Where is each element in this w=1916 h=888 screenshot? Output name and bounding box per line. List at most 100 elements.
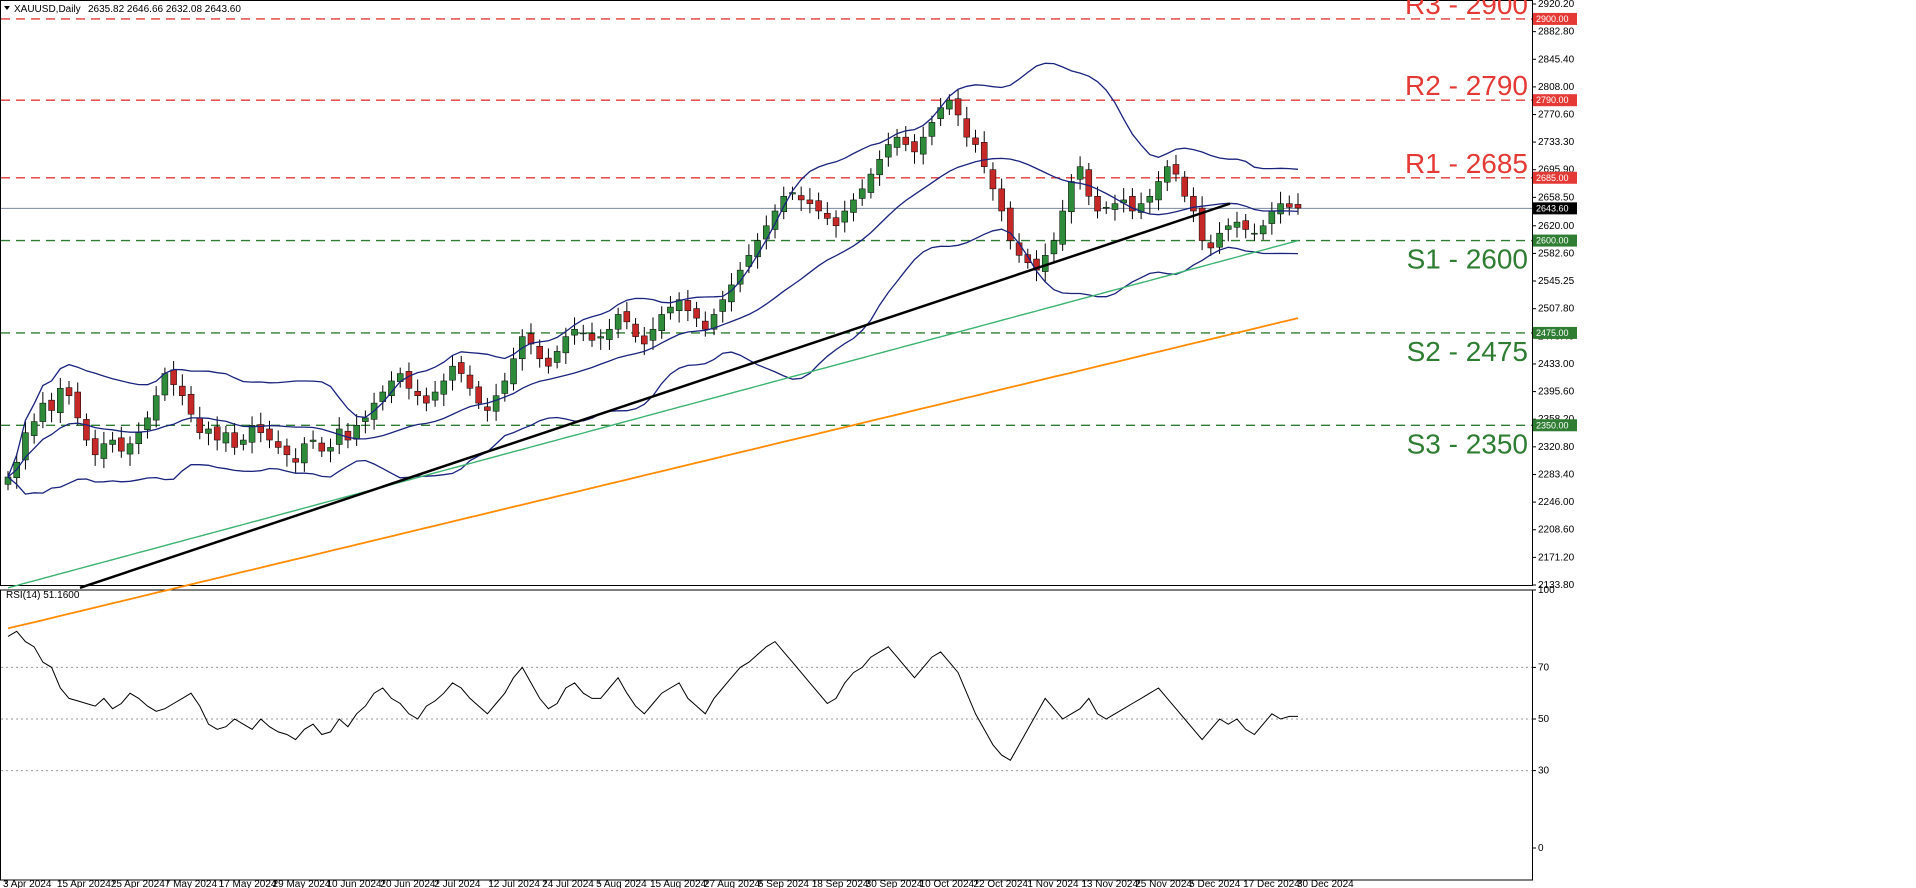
candle-down [475,386,482,404]
x-tick-label: 7 May 2024 [165,879,218,888]
level-price-tag [1533,419,1577,432]
level-price-tag [1533,94,1577,107]
candle-down [1007,207,1014,241]
candle-up [492,395,500,412]
x-tick-label: 1 Nov 2024 [1027,879,1079,888]
candle-up [1233,221,1241,228]
candle-up [1155,181,1162,201]
candle-down [963,118,971,138]
candle-up [30,421,38,436]
candle-up [1050,240,1058,255]
candle-down [1181,176,1188,197]
candle-up [780,195,787,213]
y-tick-label: 2695.90 [1538,165,1575,176]
candle-down [318,442,326,452]
symbol-label: XAUUSD,Daily [14,4,81,15]
candle-down [118,437,125,452]
ma-green [7,239,1299,589]
y-tick-label: 2208.60 [1538,525,1575,536]
rsi-tick-label: 50 [1538,714,1550,725]
candle-down [48,399,55,411]
level-price-tag [1533,234,1577,247]
candle-up [1137,203,1145,213]
candle-up [571,328,578,336]
level-price-tag [1533,326,1577,339]
candle-up [1076,166,1084,180]
candle-down [702,320,709,330]
candle-up [248,425,256,443]
candle-down [484,406,491,411]
candle-up [449,365,456,381]
candle-up [1268,210,1276,224]
x-tick-label: 15 Aug 2024 [650,879,707,888]
candle-down [1024,254,1032,263]
candle-up [789,192,796,195]
candle-down [1242,220,1249,230]
candle-up [710,314,718,330]
candle-up [152,395,160,421]
candle-down [815,200,822,212]
y-tick-label: 2320.80 [1538,442,1575,453]
candle-down [274,441,282,448]
y-tick-label: 2733.30 [1538,137,1575,148]
candle-up [39,402,47,422]
bollinger-lower [7,228,1299,495]
y-tick-label: 2545.25 [1538,276,1575,287]
y-tick-label: 2882.80 [1538,27,1575,38]
candle-down [283,445,291,456]
candle-up [1146,195,1154,203]
candle-up [57,388,64,413]
candle-down [684,300,692,312]
candle-down [989,169,997,190]
candle-down [83,419,90,441]
candle-down [457,362,465,374]
candle-up [614,314,622,330]
y-tick-label: 2770.60 [1538,110,1575,121]
candle-down [179,385,186,396]
candle-up [606,328,613,340]
candle-down [632,323,639,337]
candle-down [911,141,918,153]
candle-up [867,173,875,193]
y-tick-label: 2283.40 [1538,469,1575,480]
x-tick-label: 17 Dec 2024 [1243,879,1300,888]
level-label: S1 - 2600 [1407,244,1528,275]
candle-up [580,332,587,335]
rsi-tick-label: 30 [1538,766,1550,777]
candle-down [91,438,99,456]
candle-up [431,391,439,401]
x-tick-label: 13 Nov 2024 [1081,879,1138,888]
y-tick-label: 2507.80 [1538,304,1575,315]
candle-down [344,430,352,441]
candle-down [257,424,265,433]
candle-up [362,417,369,422]
bollinger-middle [7,157,1299,478]
x-tick-label: 6 Sep 2024 [758,879,810,888]
level-price-tag-text: 2900.00 [1536,14,1569,24]
ohlc-values: 2635.82 2646.66 2632.08 2643.60 [88,4,241,15]
level-label: R3 - 2900 [1405,0,1528,20]
y-tick-label: 2395.60 [1538,387,1575,398]
candle-down [536,345,543,360]
rsi-panel-frame [0,589,1533,881]
candle-up [675,299,683,312]
candle-down [213,426,221,441]
candle-up [553,351,561,363]
x-tick-label: 17 May 2024 [219,879,277,888]
candle-down [74,391,81,419]
candle-down [1190,195,1197,212]
x-tick-label: 25 Apr 2024 [111,879,165,888]
candle-up [946,99,953,110]
candle-down [797,195,805,201]
candle-up [327,447,334,452]
y-tick-label: 2582.60 [1538,248,1575,259]
candle-down [623,311,631,323]
candle-up [1216,232,1223,248]
candle-up [1111,203,1119,210]
candle-up [144,417,151,430]
candle-up [919,136,927,155]
candle-up [126,443,134,455]
y-tick-label: 2433.00 [1538,359,1575,370]
candle-up [728,284,735,303]
